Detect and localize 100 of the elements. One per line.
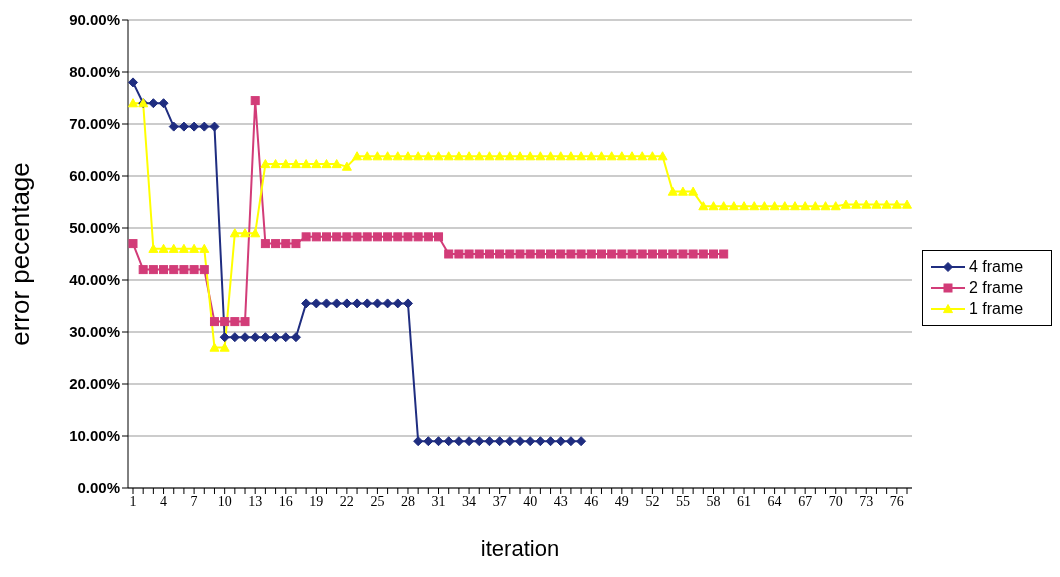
point (505, 249, 515, 259)
point (576, 249, 586, 259)
point (260, 332, 271, 343)
y-tick-label: 60.00% (69, 167, 120, 185)
point (709, 249, 718, 259)
point (199, 265, 209, 275)
point (271, 239, 281, 249)
point (372, 298, 383, 309)
point (362, 298, 373, 309)
y-tick-label: 10.00% (69, 427, 120, 445)
legend-label: 4 frame (969, 258, 1024, 276)
x-tick-label: 22 (339, 493, 354, 509)
point (240, 317, 250, 327)
x-tick-label: 61 (737, 493, 752, 509)
point (291, 239, 301, 249)
x-tick-label: 7 (190, 493, 198, 509)
y-tick-label: 30.00% (69, 323, 120, 341)
y-tick-label: 40.00% (69, 271, 120, 289)
point (698, 249, 708, 259)
point (128, 239, 138, 249)
point (393, 232, 403, 242)
point (169, 265, 179, 275)
x-tick-label: 10 (217, 493, 232, 509)
point (474, 436, 485, 447)
x-tick-label: 40 (523, 493, 538, 509)
x-tick-label: 49 (614, 493, 629, 509)
point (189, 121, 200, 132)
point (607, 249, 617, 259)
point (688, 249, 698, 259)
point (220, 317, 230, 327)
point (240, 332, 251, 343)
x-tick-label: 28 (400, 493, 415, 509)
point (342, 232, 352, 242)
point (515, 249, 525, 259)
point (413, 232, 423, 242)
point (179, 265, 189, 275)
point (159, 265, 169, 275)
point (301, 232, 311, 242)
point (352, 298, 363, 309)
point (474, 249, 484, 259)
y-tick-label: 20.00% (69, 375, 120, 393)
point (250, 96, 260, 106)
x-tick-label: 31 (431, 493, 446, 509)
point (168, 121, 179, 132)
point (383, 232, 393, 242)
point (301, 298, 312, 309)
point (311, 298, 322, 309)
point (158, 98, 169, 109)
point (464, 436, 475, 447)
point (229, 332, 240, 343)
point (322, 232, 331, 242)
point (535, 249, 545, 259)
point (443, 436, 454, 447)
x-tick-label: 1 (129, 493, 137, 509)
x-tick-label: 64 (767, 493, 782, 509)
y-tick-label: 70.00% (69, 115, 120, 133)
point (658, 249, 668, 259)
point (402, 298, 413, 309)
y-axis-title: error pecentage (5, 162, 36, 346)
point (260, 239, 270, 249)
point (484, 249, 494, 259)
point (525, 249, 535, 259)
point (464, 249, 474, 259)
x-tick-label: 13 (248, 493, 263, 509)
point (199, 121, 210, 132)
point (321, 298, 332, 309)
x-tick-label: 4 (160, 493, 168, 509)
point (413, 436, 424, 447)
point (341, 298, 352, 309)
point (392, 298, 403, 309)
point (332, 232, 342, 242)
y-tick-label: 90.00% (69, 11, 120, 29)
point (444, 249, 454, 259)
x-tick-label: 70 (828, 493, 843, 509)
x-tick-label: 25 (370, 493, 385, 509)
point (219, 332, 230, 343)
point (280, 332, 291, 343)
point (627, 249, 637, 259)
point (453, 436, 464, 447)
point (433, 436, 444, 447)
point (545, 436, 556, 447)
point (535, 436, 546, 447)
point (178, 121, 189, 132)
point (596, 249, 606, 259)
point (209, 317, 219, 327)
point (290, 332, 301, 343)
point (128, 77, 138, 88)
y-tick-label: 50.00% (69, 219, 120, 237)
point (382, 298, 393, 309)
point (565, 436, 576, 447)
point (352, 232, 362, 242)
point (311, 232, 321, 242)
point (494, 436, 505, 447)
point (555, 436, 566, 447)
legend-label: 2 frame (969, 279, 1024, 297)
point (281, 239, 291, 249)
point (556, 249, 566, 259)
point (230, 317, 240, 327)
x-tick-label: 76 (889, 493, 904, 509)
x-tick-label: 19 (309, 493, 324, 509)
